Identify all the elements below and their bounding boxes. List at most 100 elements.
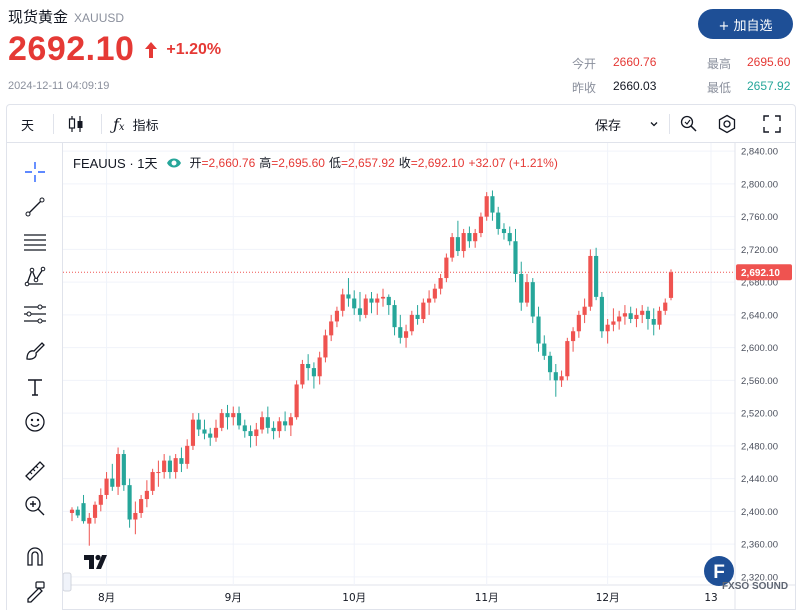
candle-body bbox=[380, 296, 386, 299]
indicators-label: 指标 bbox=[132, 118, 159, 134]
candle-body bbox=[87, 517, 92, 524]
legend-change: +32.07 (+1.21%) bbox=[468, 155, 558, 170]
candle-body bbox=[478, 216, 484, 234]
toolbar-divider bbox=[669, 114, 670, 134]
candle-body bbox=[133, 512, 138, 520]
legend-open-label: 开 bbox=[189, 156, 202, 170]
chevron-down-icon bbox=[650, 122, 658, 127]
candle-body bbox=[329, 321, 334, 336]
candle-body bbox=[300, 364, 305, 385]
low-label: 最低 bbox=[707, 81, 732, 95]
watermark-text: FXSO SOUND bbox=[722, 581, 788, 592]
fib-tool[interactable] bbox=[20, 227, 50, 257]
candle-body bbox=[513, 241, 518, 274]
x-tick-label: 11月 bbox=[475, 592, 499, 604]
candle-body bbox=[357, 308, 363, 315]
ruler-tool[interactable] bbox=[20, 456, 50, 486]
candle-body bbox=[242, 425, 247, 432]
add-to-watchlist-button[interactable]: + 加自选 bbox=[698, 9, 793, 39]
crosshair-tool[interactable] bbox=[20, 157, 50, 187]
candle-body bbox=[311, 368, 316, 377]
y-tick-label: 2,360.00 bbox=[741, 540, 778, 551]
candle-body bbox=[622, 313, 627, 317]
candle-body bbox=[162, 460, 167, 473]
magnet-tool[interactable] bbox=[20, 541, 50, 571]
candle-body bbox=[75, 509, 80, 516]
candle-body bbox=[150, 472, 155, 491]
open-value: 2660.76 bbox=[613, 55, 657, 69]
projection-icon bbox=[24, 304, 46, 324]
candle-body bbox=[588, 255, 593, 307]
candle-body bbox=[444, 257, 449, 279]
candle-body bbox=[438, 278, 443, 289]
x-tick-label: 12月 bbox=[596, 592, 620, 604]
candle-body bbox=[571, 331, 576, 342]
y-tick-label: 2,560.00 bbox=[741, 376, 778, 387]
quick-search-button[interactable] bbox=[679, 105, 699, 143]
last-price-tag-label: 2,692.10 bbox=[741, 268, 780, 279]
emoji-icon bbox=[25, 412, 45, 432]
fullscreen-button[interactable] bbox=[763, 105, 781, 143]
save-menu-button[interactable] bbox=[649, 105, 659, 143]
candle-body bbox=[375, 298, 380, 303]
candle-body bbox=[582, 306, 587, 315]
settings-button[interactable] bbox=[717, 105, 737, 143]
candle-body bbox=[403, 331, 409, 338]
drawing-toolbar bbox=[7, 143, 63, 610]
indicators-button[interactable]: ƒx 指标 bbox=[113, 105, 159, 143]
candle-body bbox=[392, 305, 397, 328]
candle-body bbox=[455, 237, 460, 252]
candle-body bbox=[271, 427, 276, 432]
save-label: 保存 bbox=[595, 118, 622, 134]
lock-drawing-tool[interactable] bbox=[20, 577, 50, 607]
brush-tool[interactable] bbox=[20, 336, 50, 366]
candle-body bbox=[196, 419, 201, 430]
candle-body bbox=[565, 341, 570, 377]
eye-icon[interactable] bbox=[166, 157, 182, 169]
candle-body bbox=[208, 433, 213, 438]
candle-body bbox=[415, 314, 420, 319]
y-tick-label: 2,440.00 bbox=[741, 474, 778, 485]
zoom-tool[interactable] bbox=[20, 491, 50, 521]
candle-body bbox=[559, 376, 564, 381]
candle-body bbox=[323, 335, 328, 358]
candle-body bbox=[259, 417, 265, 430]
candle-body bbox=[156, 472, 161, 474]
candle-body bbox=[473, 233, 478, 242]
text-tool[interactable] bbox=[20, 372, 50, 402]
title-row: 现货黄金 XAUUSD bbox=[8, 6, 124, 27]
low-value: 2657.92 bbox=[747, 79, 791, 93]
candle-body bbox=[605, 324, 610, 332]
save-button[interactable]: 保存 bbox=[595, 105, 621, 143]
chart-type-button[interactable] bbox=[67, 105, 85, 143]
y-tick-label: 2,800.00 bbox=[741, 179, 778, 190]
candle-body bbox=[432, 288, 437, 299]
scroll-handle bbox=[63, 572, 72, 592]
candle-body bbox=[467, 233, 472, 242]
candle-body bbox=[352, 298, 357, 309]
crosshair-icon bbox=[25, 162, 45, 182]
candle-body bbox=[611, 321, 616, 325]
lock-pencil-icon bbox=[27, 581, 45, 603]
trend-line-tool[interactable] bbox=[20, 192, 50, 222]
candlestick-chart[interactable]: 2,840.00 2,800.00 2,760.00 2,720.00 2,680.00… bbox=[63, 143, 795, 609]
candle-body bbox=[294, 384, 299, 418]
pattern-tool[interactable] bbox=[20, 262, 50, 292]
candle-body bbox=[657, 310, 662, 325]
toolbar-divider bbox=[101, 114, 102, 134]
candle-body bbox=[628, 313, 633, 319]
candle-body bbox=[213, 427, 219, 438]
legend-open: =2,660.76 bbox=[201, 155, 256, 170]
candle-body bbox=[219, 413, 224, 428]
interval-selector[interactable]: 天 bbox=[21, 118, 35, 134]
legend-high: =2,695.60 bbox=[271, 155, 325, 170]
legend-symbol: FEAUUS · 1天 bbox=[73, 156, 158, 171]
emoji-tool[interactable] bbox=[20, 407, 50, 437]
x-tick-label: 10月 bbox=[342, 592, 366, 604]
projection-tool[interactable] bbox=[20, 299, 50, 329]
x-tick-label: 9月 bbox=[225, 592, 242, 604]
candle-body bbox=[179, 458, 184, 464]
y-tick-label: 2,680.00 bbox=[741, 278, 778, 289]
candle-body bbox=[190, 419, 196, 446]
trend-line-icon bbox=[25, 197, 45, 217]
